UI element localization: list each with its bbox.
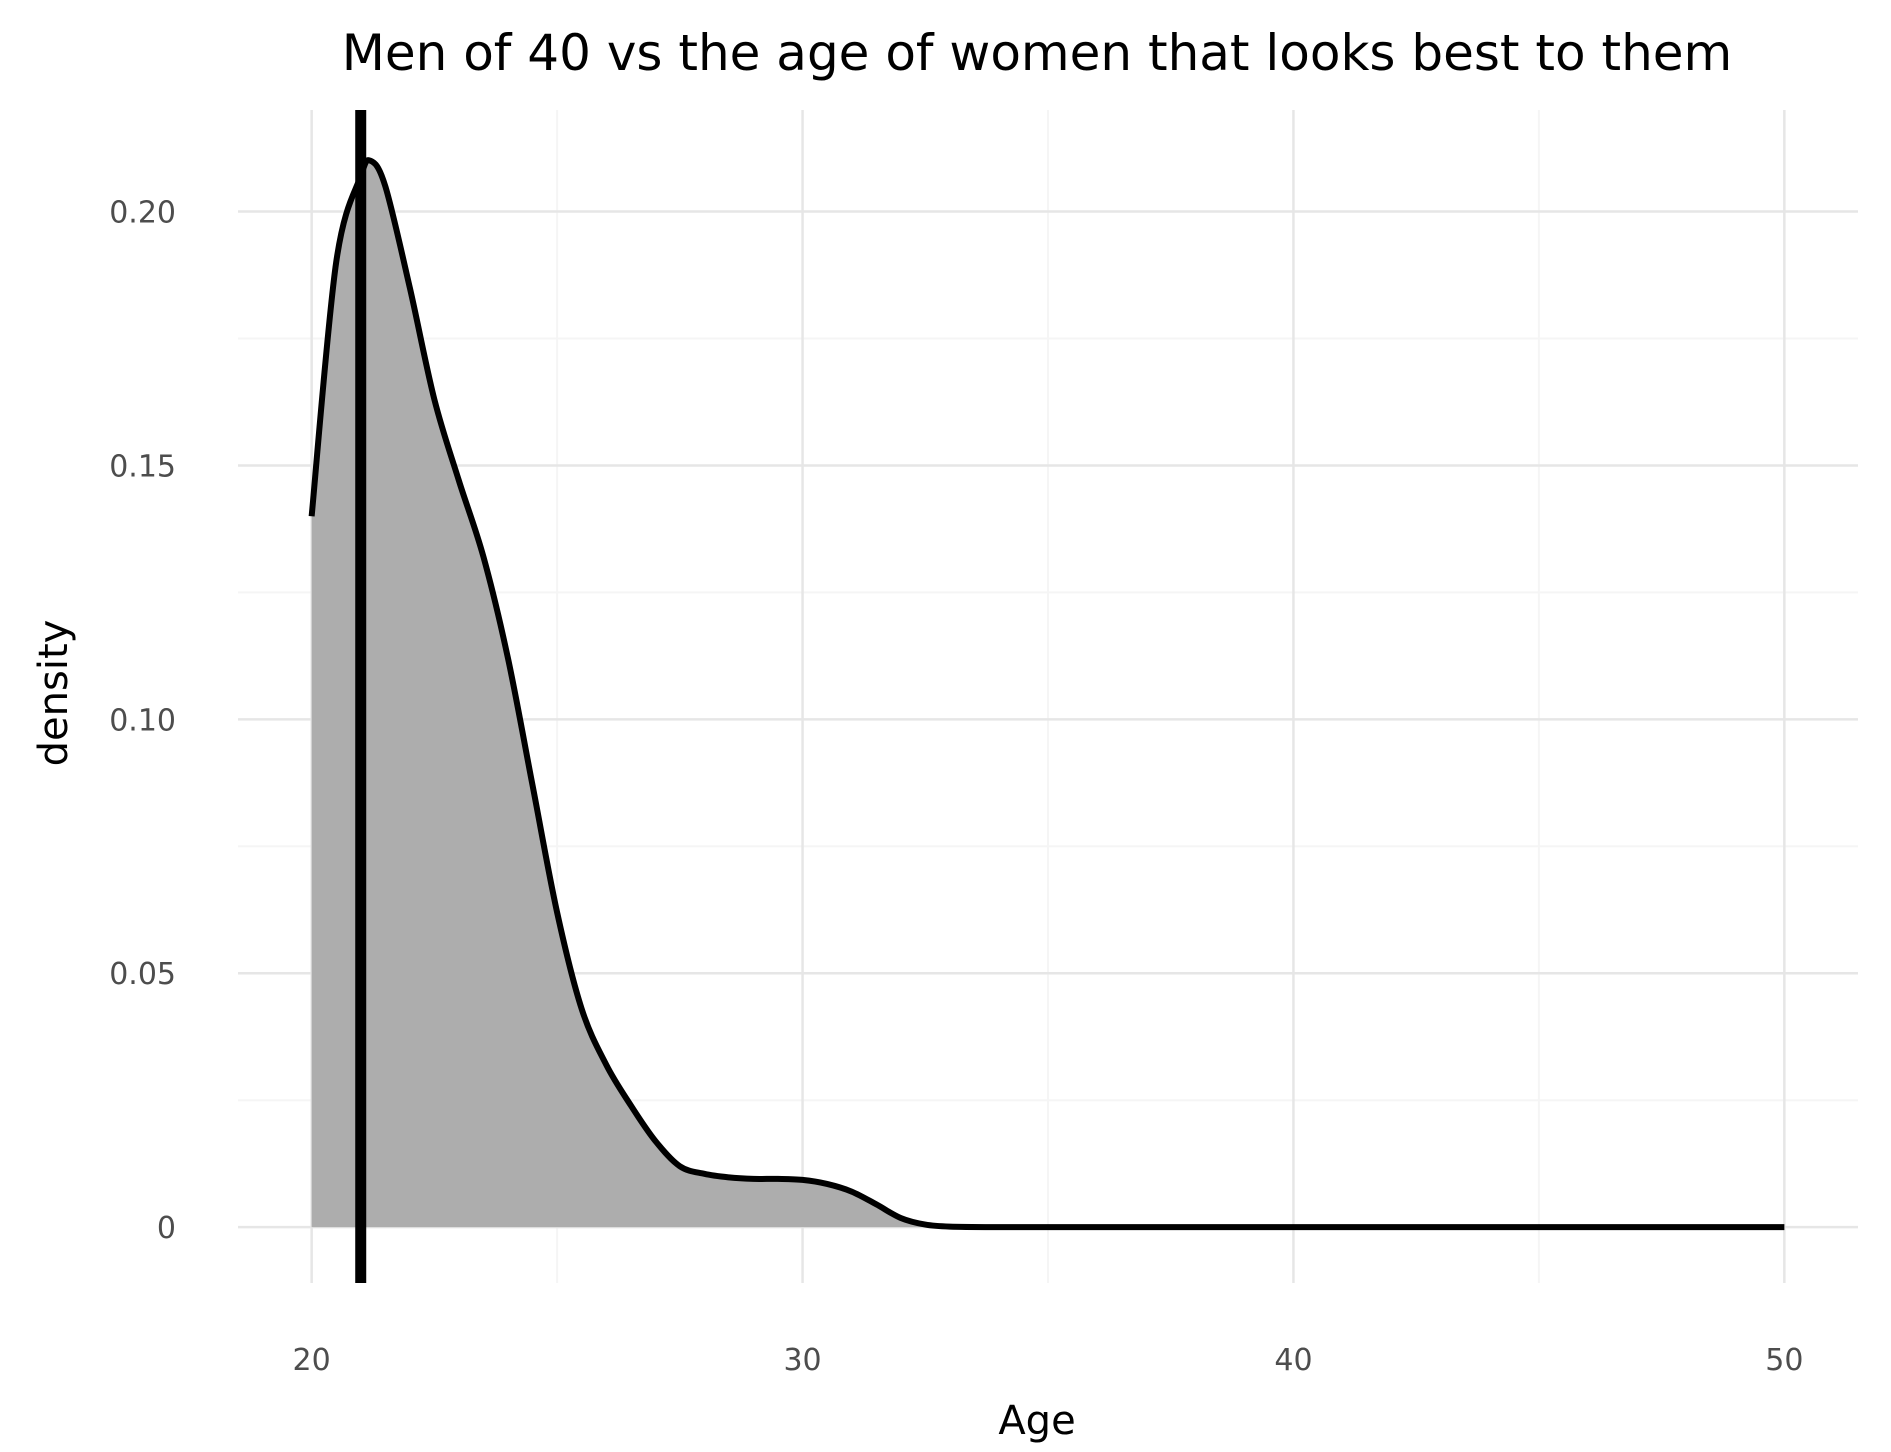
x-tick-label: 40 [1274, 1343, 1312, 1378]
y-tick-label: 0.05 [109, 957, 176, 992]
tick-layer: 20 30 40 50 0 0.05 0.10 0.15 0.20 [109, 196, 1803, 1378]
density-area [311, 160, 1785, 1228]
y-tick-label: 0 [157, 1211, 176, 1246]
x-tick-label: 50 [1765, 1343, 1803, 1378]
density-curve [308, 157, 1785, 1231]
area-layer [311, 160, 1785, 1228]
x-tick-label: 30 [783, 1343, 821, 1378]
y-tick-label: 0.20 [109, 196, 176, 231]
y-tick-label: 0.15 [109, 449, 176, 484]
y-axis-label: density [31, 620, 77, 767]
chart-title: Men of 40 vs the age of women that looks… [342, 24, 1733, 82]
x-tick-label: 20 [293, 1343, 331, 1378]
x-axis-label: Age [998, 1398, 1075, 1444]
grid-layer [238, 110, 1858, 1283]
y-tick-label: 0.10 [109, 703, 176, 738]
line-layer [308, 110, 1785, 1283]
